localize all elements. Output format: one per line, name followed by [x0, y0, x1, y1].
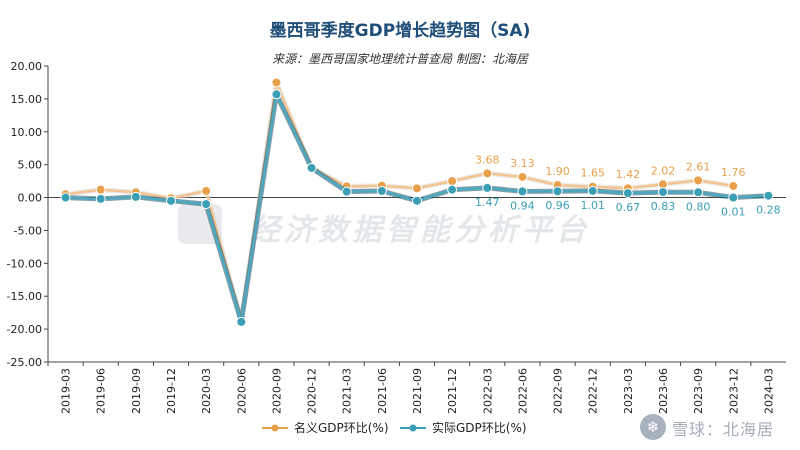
series-1-point — [622, 188, 633, 199]
series-1-data-label: 0.83 — [651, 200, 676, 213]
x-tick-label: 2022-12 — [587, 368, 600, 414]
series-1-point — [166, 195, 176, 206]
series-1-point — [130, 191, 141, 202]
x-tick-label: 2023-06 — [657, 368, 670, 414]
y-tick-label: -25.00 — [7, 356, 42, 369]
series-0-point — [693, 175, 704, 186]
y-tick-label: 15.00 — [11, 93, 43, 106]
series-0-point — [271, 77, 282, 88]
series-1-data-label: 0.96 — [545, 199, 570, 212]
x-tick-label: 2020-06 — [235, 368, 248, 414]
series-1-point — [271, 89, 282, 100]
x-tick-label: 2024-03 — [762, 368, 775, 414]
series-1-data-label: 0.94 — [510, 199, 535, 212]
series-0-point — [412, 183, 422, 194]
legend-swatch-dot — [271, 424, 279, 432]
y-tick-label: 20.00 — [11, 60, 43, 73]
series-1-point — [693, 187, 704, 198]
watermark-text: 雪球：北海居 — [672, 420, 775, 439]
series-1-point — [341, 186, 352, 197]
x-tick-label: 2019-09 — [130, 368, 143, 414]
series-0-line — [65, 81, 734, 322]
x-tick-label: 2023-09 — [692, 368, 705, 414]
series-0-data-label: 1.76 — [721, 166, 746, 179]
x-tick-label: 2020-09 — [270, 368, 283, 414]
series-1-point — [517, 186, 528, 197]
chart-legend: 名义GDP环比(%) 实际GDP环比(%) — [262, 420, 527, 435]
series-1-point — [587, 185, 598, 196]
series-0-point — [728, 180, 739, 191]
series-0-point — [201, 185, 212, 196]
y-tick-label: 5.00 — [18, 159, 43, 172]
series-0-data-label: 3.13 — [510, 157, 535, 170]
x-tick-label: 2023-03 — [622, 368, 635, 414]
legend-label: 名义GDP环比(%) — [294, 420, 389, 435]
chart-plot — [60, 77, 774, 327]
background-watermark: 经济数据智能分析平台 — [250, 213, 590, 248]
series-1-point — [482, 182, 493, 193]
series-1-data-label: 1.47 — [475, 196, 500, 209]
x-tick-label: 2019-12 — [165, 368, 178, 414]
x-tick-label: 2021-06 — [376, 368, 389, 414]
chart-axes: 20.00 15.00 10.00 5.00 0.00 -5.00 -10.00 -15.00… — [7, 60, 786, 414]
series-1-point — [236, 316, 247, 327]
snowball-logo-icon: ❄ — [640, 414, 666, 440]
series-1-point — [201, 199, 212, 210]
series-1-point — [658, 187, 668, 198]
x-tick-label: 2022-06 — [516, 368, 529, 414]
x-tick-label: 2019-03 — [60, 368, 73, 414]
series-1-point — [60, 192, 71, 203]
x-tick-label: 2021-03 — [341, 368, 354, 414]
series-0-data-label: 2.02 — [651, 164, 676, 177]
series-1-point — [728, 192, 739, 203]
series-0-point — [95, 184, 106, 195]
series-1-data-label: 0.80 — [686, 200, 711, 213]
x-tick-label: 2020-12 — [306, 368, 319, 414]
y-tick-label: -15.00 — [7, 290, 42, 303]
series-1-data-label: 1.01 — [580, 199, 605, 212]
y-tick-label: -20.00 — [7, 323, 42, 336]
legend-label: 实际GDP环比(%) — [432, 420, 527, 435]
series-0-point — [517, 171, 528, 182]
series-1-data-label: 0.28 — [756, 204, 781, 217]
series-1-point — [552, 186, 563, 197]
x-tick-label: 2023-12 — [727, 368, 740, 414]
series-0-data-label: 1.90 — [545, 165, 570, 178]
y-tick-label: 10.00 — [11, 126, 43, 139]
series-0-data-label: 3.68 — [475, 153, 500, 166]
x-tick-label: 2019-06 — [95, 368, 108, 414]
y-tick-label: 0.00 — [18, 192, 43, 205]
series-1-point — [763, 190, 774, 201]
x-tick-label: 2021-12 — [446, 368, 459, 414]
x-tick-label: 2022-09 — [552, 368, 565, 414]
chart-subtitle: 来源：墨西哥国家地理统计普查局 制图：北海居 — [272, 52, 528, 66]
y-tick-label: -5.00 — [14, 224, 42, 237]
series-1-point — [376, 185, 387, 196]
series-1-point — [412, 195, 422, 206]
series-0-point — [447, 176, 458, 187]
chart-title: 墨西哥季度GDP增长趋势图（SA) — [269, 21, 531, 41]
chart-data-labels: 3.68 3.13 1.90 1.65 1.42 2.02 2.61 1.76 1.47 0.94… — [475, 153, 781, 218]
series-1-point — [306, 162, 317, 173]
series-0-point — [482, 168, 493, 179]
series-0-data-label: 1.42 — [616, 168, 641, 181]
series-0-data-label: 2.61 — [686, 160, 711, 173]
x-tick-label: 2020-03 — [200, 368, 213, 414]
series-1-data-label: 0.01 — [721, 205, 746, 218]
series-1-data-label: 0.67 — [616, 201, 641, 214]
series-0-data-label: 1.65 — [580, 167, 605, 180]
x-tick-label: 2022-03 — [481, 368, 494, 414]
series-1-point — [447, 184, 458, 195]
series-1-point — [95, 193, 106, 204]
legend-swatch-dot — [409, 424, 417, 432]
x-tick-label: 2021-09 — [411, 368, 424, 414]
y-tick-label: -10.00 — [7, 257, 42, 270]
